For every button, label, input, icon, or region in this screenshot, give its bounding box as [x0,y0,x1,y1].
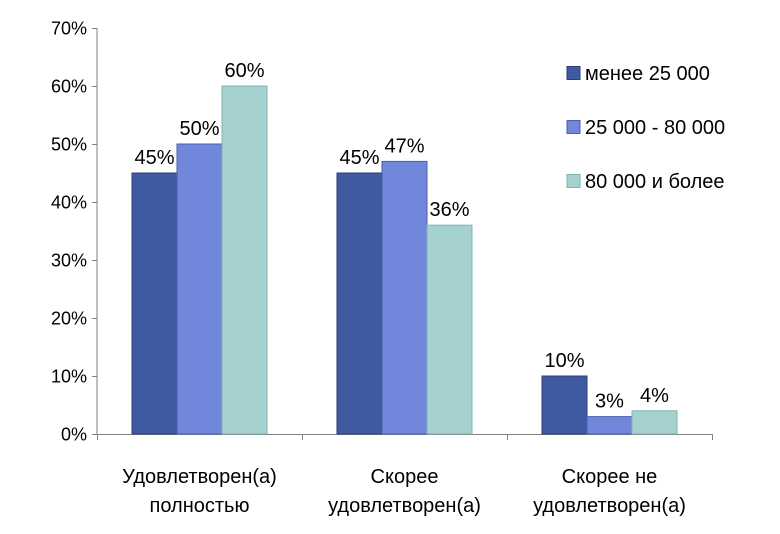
y-tick-label: 30% [51,251,87,271]
legend-label: 80 000 и более [585,171,725,193]
y-tick-label: 60% [51,77,87,97]
data-label: 45% [339,147,379,169]
legend-label: 25 000 - 80 000 [585,117,725,139]
bar [131,172,178,435]
data-label: 50% [179,118,219,140]
y-tick-label: 0% [61,425,87,445]
data-labels: 45% 45% 10% 50% 47% 3% 60% 36% 4% [134,60,669,413]
bar [176,143,223,435]
x-category-label: удовлетворен(а) [533,495,686,517]
bar [221,85,268,435]
x-category-label: Удовлетворен(а) [122,466,277,488]
data-label: 45% [134,147,174,169]
data-label: 47% [384,135,424,157]
bars [131,85,678,435]
legend-swatch [566,66,581,80]
y-tick-label: 70% [51,19,87,39]
data-label: 60% [224,60,264,82]
bar [426,224,473,435]
bar [381,160,428,435]
x-category-label: Скорее [371,466,439,488]
data-label: 10% [544,350,584,372]
x-category-label: полностью [150,495,250,517]
x-category-label: Скорее не [562,466,658,488]
legend-swatch [566,120,581,134]
bar [541,375,588,435]
y-tick-label: 50% [51,135,87,155]
legend-label: менее 25 000 [585,63,710,85]
y-axis: 0% 10% 20% 30% 40% 50% 60% 70% [51,19,98,445]
bar [586,416,633,435]
y-tick-label: 40% [51,193,87,213]
legend: менее 25 000 25 000 - 80 000 80 000 и боле… [566,63,725,193]
data-label: 4% [640,385,669,407]
x-axis: Удовлетворен(а) полностью Скорее удовлетвор… [97,434,713,517]
legend-swatch [566,174,581,188]
x-category-label: удовлетворен(а) [328,495,481,517]
y-tick-label: 20% [51,309,87,329]
bar [336,172,383,435]
y-tick-label: 10% [51,367,87,387]
data-label: 3% [595,391,624,413]
data-label: 36% [429,199,469,221]
bar [631,410,678,435]
